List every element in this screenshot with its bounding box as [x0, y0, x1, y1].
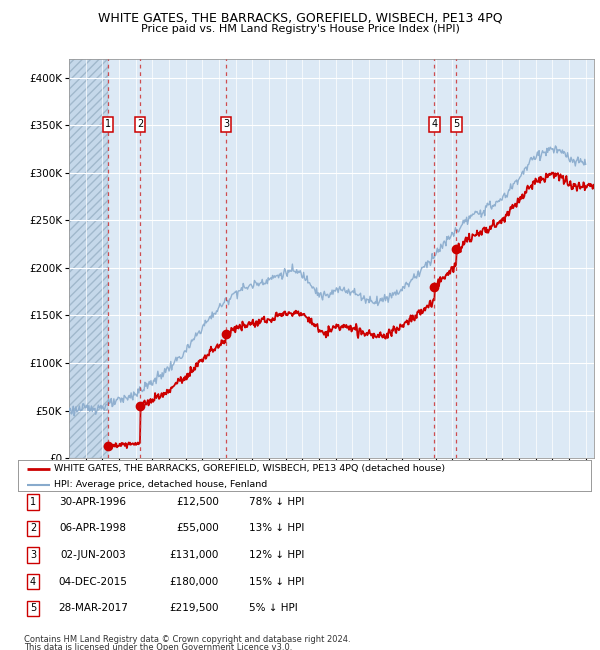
- Text: 4: 4: [30, 577, 36, 587]
- Text: 30-APR-1996: 30-APR-1996: [59, 497, 127, 507]
- Text: HPI: Average price, detached house, Fenland: HPI: Average price, detached house, Fenl…: [53, 480, 267, 489]
- Text: 4: 4: [431, 120, 437, 129]
- Text: £55,000: £55,000: [176, 523, 219, 534]
- Text: 5: 5: [30, 603, 36, 614]
- Text: This data is licensed under the Open Government Licence v3.0.: This data is licensed under the Open Gov…: [24, 643, 292, 650]
- Text: 04-DEC-2015: 04-DEC-2015: [59, 577, 127, 587]
- Bar: [69, 58, 108, 458]
- Text: 3: 3: [223, 120, 229, 129]
- Text: 2: 2: [30, 523, 36, 534]
- Text: WHITE GATES, THE BARRACKS, GOREFIELD, WISBECH, PE13 4PQ: WHITE GATES, THE BARRACKS, GOREFIELD, WI…: [98, 11, 502, 24]
- Text: 1: 1: [30, 497, 36, 507]
- Text: 13% ↓ HPI: 13% ↓ HPI: [249, 523, 304, 534]
- Text: 2: 2: [137, 120, 143, 129]
- Text: 15% ↓ HPI: 15% ↓ HPI: [249, 577, 304, 587]
- Text: 12% ↓ HPI: 12% ↓ HPI: [249, 550, 304, 560]
- Text: 5% ↓ HPI: 5% ↓ HPI: [249, 603, 298, 614]
- Text: 02-JUN-2003: 02-JUN-2003: [60, 550, 126, 560]
- Text: £180,000: £180,000: [170, 577, 219, 587]
- Text: WHITE GATES, THE BARRACKS, GOREFIELD, WISBECH, PE13 4PQ (detached house): WHITE GATES, THE BARRACKS, GOREFIELD, WI…: [53, 465, 445, 473]
- Text: 5: 5: [453, 120, 460, 129]
- Bar: [69, 58, 108, 458]
- Text: £12,500: £12,500: [176, 497, 219, 507]
- Text: 1: 1: [105, 120, 111, 129]
- Text: 06-APR-1998: 06-APR-1998: [59, 523, 127, 534]
- Text: Price paid vs. HM Land Registry's House Price Index (HPI): Price paid vs. HM Land Registry's House …: [140, 24, 460, 34]
- Text: Contains HM Land Registry data © Crown copyright and database right 2024.: Contains HM Land Registry data © Crown c…: [24, 635, 350, 644]
- Text: 78% ↓ HPI: 78% ↓ HPI: [249, 497, 304, 507]
- Text: 28-MAR-2017: 28-MAR-2017: [58, 603, 128, 614]
- Text: £131,000: £131,000: [170, 550, 219, 560]
- Text: 3: 3: [30, 550, 36, 560]
- Text: £219,500: £219,500: [170, 603, 219, 614]
